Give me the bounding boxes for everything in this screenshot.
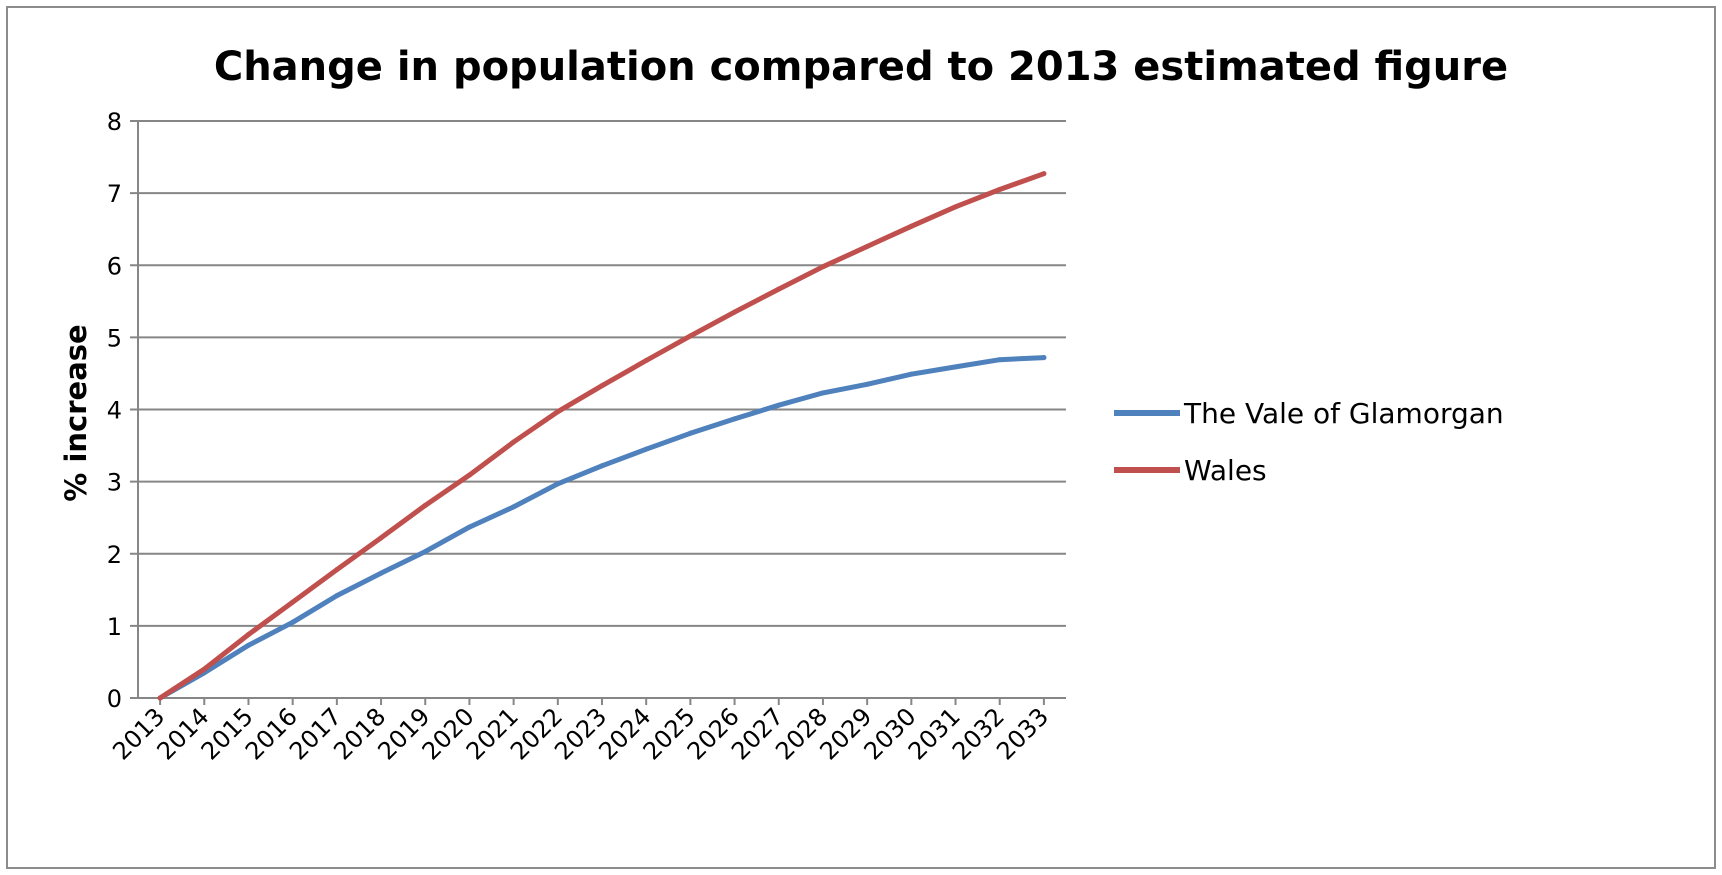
data-point — [599, 463, 605, 469]
y-axis-ticks: 0 1 2 3 4 5 6 7 8 — [107, 108, 138, 713]
data-point — [1041, 171, 1047, 177]
data-point — [157, 695, 163, 701]
data-point — [687, 430, 693, 436]
data-point — [1041, 355, 1047, 361]
data-point — [643, 357, 649, 363]
data-point — [820, 390, 826, 396]
chart-title: Change in population compared to 2013 es… — [214, 44, 1508, 90]
data-point — [422, 502, 428, 508]
data-point — [555, 409, 561, 415]
data-point — [776, 286, 782, 292]
data-point — [776, 402, 782, 408]
line-chart: Change in population compared to 2013 es… — [59, 44, 1508, 765]
data-point — [732, 309, 738, 315]
data-point — [334, 593, 340, 599]
gridlines — [138, 120, 1066, 627]
data-point — [466, 524, 472, 530]
data-point — [953, 204, 959, 210]
y-tick-label: 2 — [107, 541, 122, 569]
data-point — [864, 243, 870, 249]
data-point — [201, 666, 207, 672]
data-point — [511, 439, 517, 445]
data-point — [997, 357, 1003, 363]
y-tick-label: 5 — [107, 324, 122, 352]
data-point — [422, 549, 428, 555]
legend-label: The Vale of Glamorgan — [1183, 397, 1504, 430]
series-line — [157, 171, 1047, 701]
data-point — [245, 642, 251, 648]
data-point — [378, 535, 384, 541]
data-point — [290, 619, 296, 625]
legend: The Vale of Glamorgan Wales — [1114, 397, 1504, 487]
data-point — [466, 472, 472, 478]
y-tick-label: 8 — [107, 108, 122, 136]
data-point — [953, 364, 959, 370]
series-lines — [157, 171, 1047, 701]
y-tick-label: 1 — [107, 613, 122, 641]
x-tick-label: 2033 — [991, 702, 1054, 765]
data-point — [245, 632, 251, 638]
x-axis-ticks: 2013201420152016201720182019202020212022… — [107, 698, 1054, 765]
data-point — [511, 504, 517, 510]
data-point — [290, 599, 296, 605]
y-tick-label: 0 — [107, 685, 122, 713]
data-point — [599, 383, 605, 389]
chart-frame: Change in population compared to 2013 es… — [6, 6, 1716, 869]
y-tick-label: 4 — [107, 397, 122, 425]
y-tick-label: 6 — [107, 252, 122, 280]
data-point — [908, 223, 914, 229]
data-point — [820, 264, 826, 270]
y-tick-label: 3 — [107, 469, 122, 497]
data-point — [864, 381, 870, 387]
data-point — [555, 481, 561, 487]
data-point — [643, 446, 649, 452]
data-point — [732, 416, 738, 422]
data-point — [908, 371, 914, 377]
data-point — [997, 187, 1003, 193]
data-point — [334, 567, 340, 573]
legend-label: Wales — [1184, 454, 1267, 487]
data-point — [687, 333, 693, 339]
y-axis-label: % increase — [59, 324, 93, 501]
data-point — [378, 570, 384, 576]
y-tick-label: 7 — [107, 180, 122, 208]
